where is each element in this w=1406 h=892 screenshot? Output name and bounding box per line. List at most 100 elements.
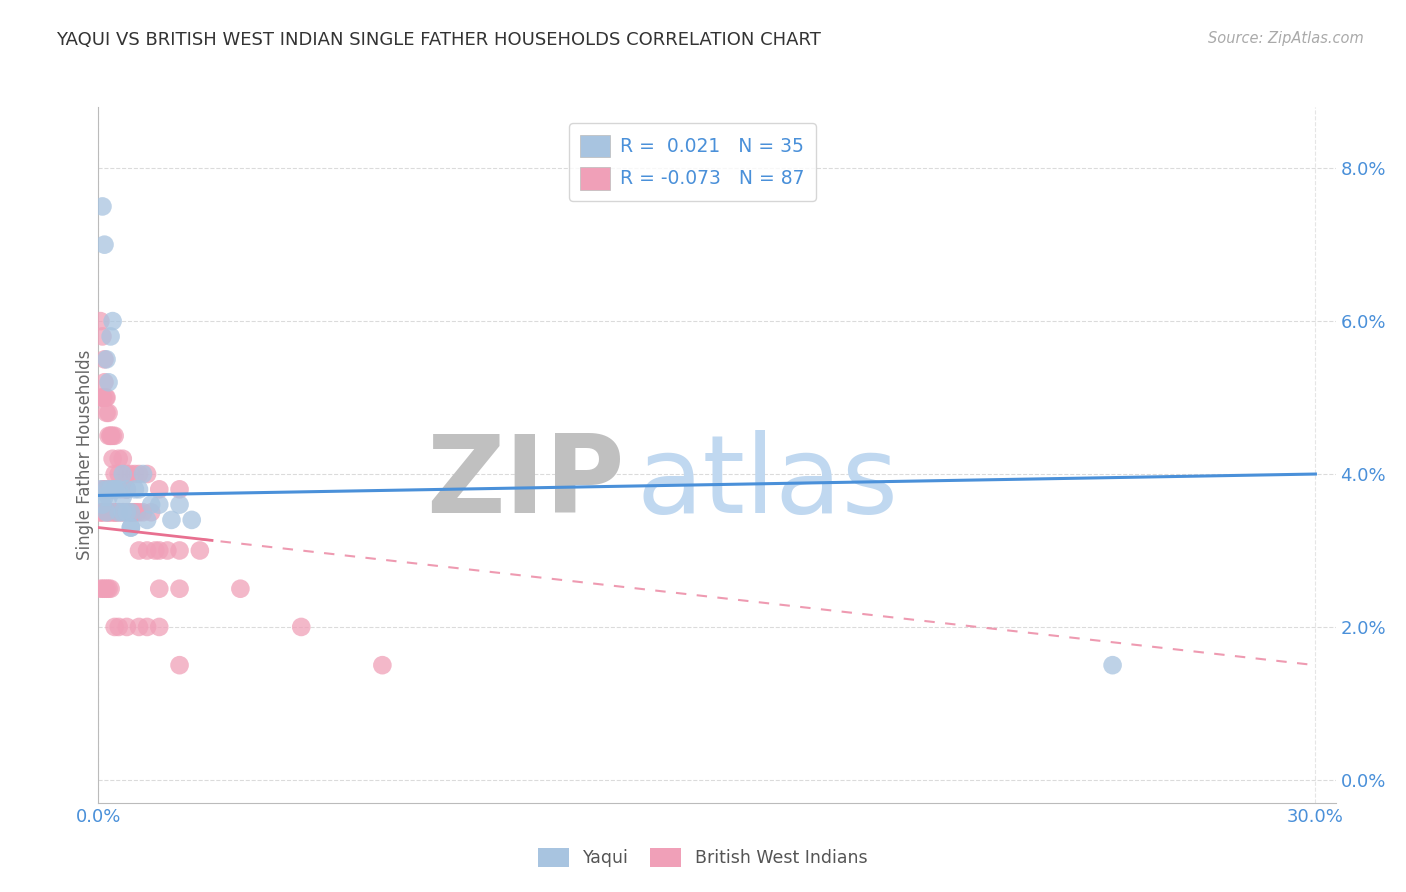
Point <box>89 505 111 519</box>
Point <box>91 329 114 343</box>
Point <box>96 406 118 420</box>
Point <box>91 483 114 497</box>
Point <box>91 199 114 213</box>
Point <box>91 582 114 596</box>
Point <box>100 582 122 596</box>
Point <box>115 620 138 634</box>
Point <box>229 582 252 596</box>
Point <box>115 483 138 497</box>
Point <box>97 406 120 420</box>
Point <box>91 391 114 405</box>
Point <box>120 505 142 519</box>
Point <box>90 505 112 519</box>
Point <box>111 505 134 519</box>
Point <box>120 505 142 519</box>
Point <box>100 505 122 519</box>
Point <box>136 513 159 527</box>
Point <box>371 658 394 673</box>
Point <box>111 483 134 497</box>
Point <box>118 505 141 519</box>
Text: YAQUI VS BRITISH WEST INDIAN SINGLE FATHER HOUSEHOLDS CORRELATION CHART: YAQUI VS BRITISH WEST INDIAN SINGLE FATH… <box>56 31 821 49</box>
Point <box>124 467 146 481</box>
Point <box>120 520 142 534</box>
Point <box>111 451 134 466</box>
Point <box>125 505 148 519</box>
Point <box>148 498 170 512</box>
Point <box>148 582 170 596</box>
Point <box>169 543 191 558</box>
Point <box>111 490 134 504</box>
Point <box>128 505 150 519</box>
Point <box>93 376 115 390</box>
Point <box>107 505 129 519</box>
Point <box>122 505 145 519</box>
Point <box>100 329 122 343</box>
Point <box>104 483 127 497</box>
Point <box>89 314 111 328</box>
Point <box>100 483 122 497</box>
Point <box>124 505 146 519</box>
Point <box>132 505 155 519</box>
Point <box>96 483 118 497</box>
Point <box>100 483 122 497</box>
Point <box>97 505 120 519</box>
Point <box>114 505 136 519</box>
Point <box>148 483 170 497</box>
Point <box>97 376 120 390</box>
Point <box>107 451 129 466</box>
Point <box>115 483 138 497</box>
Point <box>115 505 138 519</box>
Point <box>103 505 125 519</box>
Point <box>94 391 117 405</box>
Point <box>148 543 170 558</box>
Point <box>93 237 115 252</box>
Point <box>111 505 134 519</box>
Point <box>128 543 150 558</box>
Text: ZIP: ZIP <box>426 430 624 536</box>
Point <box>91 498 114 512</box>
Point <box>101 483 124 497</box>
Point <box>96 483 118 497</box>
Point <box>120 520 142 534</box>
Point <box>91 391 114 405</box>
Point <box>97 582 120 596</box>
Point <box>169 483 191 497</box>
Point <box>107 505 129 519</box>
Point <box>94 505 117 519</box>
Point <box>132 467 155 481</box>
Point <box>101 451 124 466</box>
Point <box>96 505 118 519</box>
Point <box>100 429 122 443</box>
Legend: Yaqui, British West Indians: Yaqui, British West Indians <box>531 841 875 874</box>
Point <box>104 620 127 634</box>
Point <box>107 467 129 481</box>
Point <box>89 505 111 519</box>
Point <box>115 483 138 497</box>
Point <box>97 429 120 443</box>
Point <box>101 429 124 443</box>
Point <box>104 429 127 443</box>
Legend: R =  0.021   N = 35, R = -0.073   N = 87: R = 0.021 N = 35, R = -0.073 N = 87 <box>569 123 815 201</box>
Point <box>98 505 121 519</box>
Point <box>124 483 146 497</box>
Point <box>107 483 129 497</box>
Point <box>188 543 211 558</box>
Point <box>100 429 122 443</box>
Point <box>148 620 170 634</box>
Point <box>128 467 150 481</box>
Point <box>93 352 115 367</box>
Point <box>104 505 127 519</box>
Point <box>104 483 127 497</box>
Point <box>101 314 124 328</box>
Point <box>96 505 118 519</box>
Point <box>110 505 132 519</box>
Point <box>143 543 166 558</box>
Point <box>111 467 134 481</box>
Point <box>96 582 118 596</box>
Point <box>1101 658 1123 673</box>
Point <box>115 467 138 481</box>
Point <box>290 620 312 634</box>
Point <box>136 620 159 634</box>
Point <box>105 505 128 519</box>
Point <box>89 483 111 497</box>
